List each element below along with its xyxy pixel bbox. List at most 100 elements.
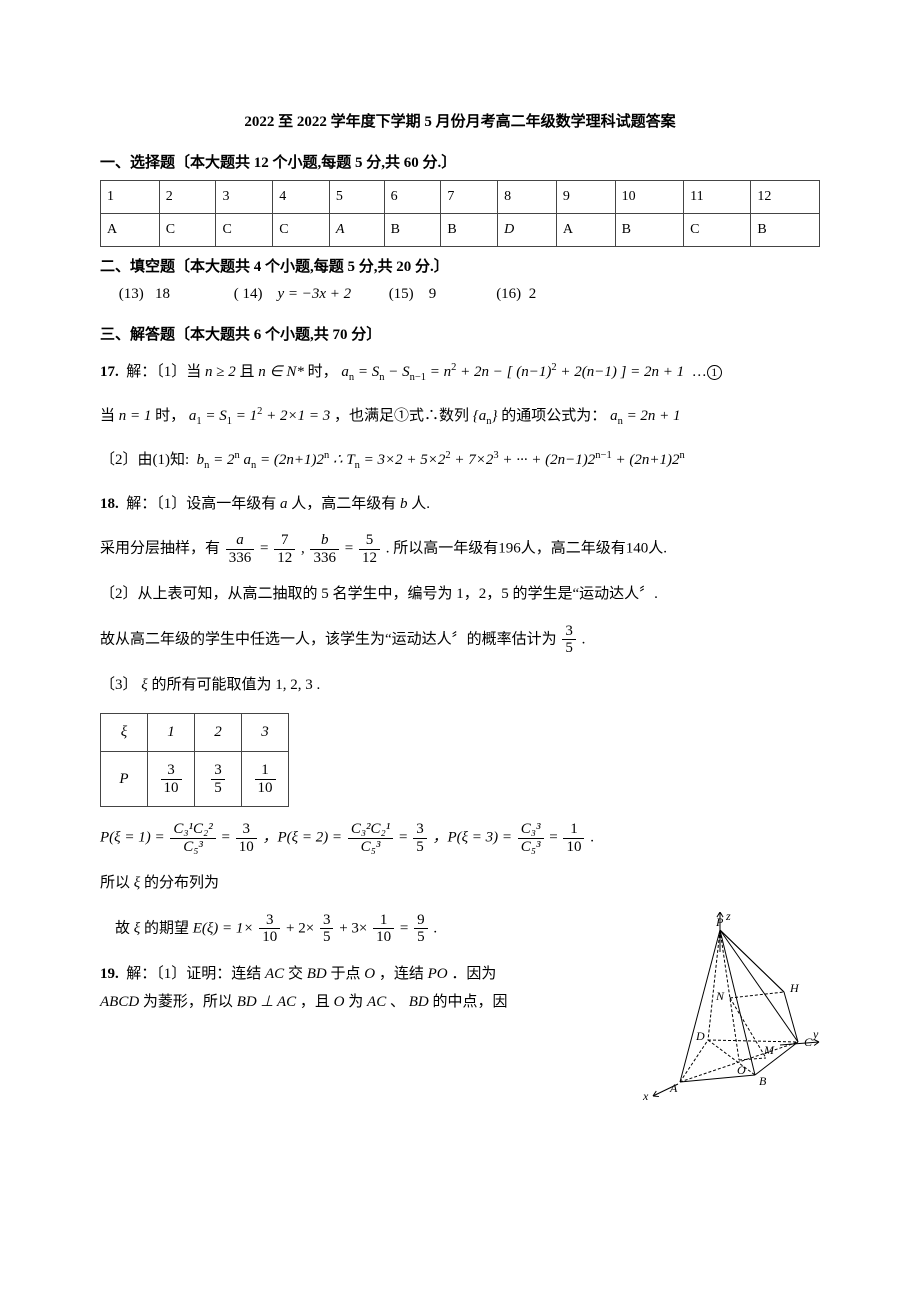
- math: {an}: [473, 408, 498, 424]
- cell: 2: [159, 181, 216, 214]
- math: ，P(ξ = 3) =: [432, 830, 515, 846]
- cell: B: [384, 214, 441, 247]
- table-row: A C C C A B B D A B C B: [101, 214, 820, 247]
- text: . 所以高一年级有196人，高二年级有140人.: [386, 541, 667, 557]
- text: 解：〔1〕当: [126, 364, 201, 380]
- text: 人，高二年级有: [291, 496, 396, 512]
- cell: C: [684, 214, 751, 247]
- text: 的分布列为: [144, 875, 219, 891]
- q14-answer: y = −3x + 2: [278, 286, 352, 302]
- math: ξ: [134, 875, 140, 891]
- text: .: [316, 677, 320, 693]
- cell: 2: [195, 714, 242, 752]
- text: 解：〔1〕证明：连结: [126, 966, 261, 982]
- q17-label: 17.: [100, 364, 119, 380]
- math: BD: [307, 966, 327, 982]
- cell: ξ: [101, 714, 148, 752]
- text: + 2×: [286, 920, 314, 936]
- q18-strat: 采用分层抽样，有 a336 = 712 , b336 = 512 . 所以高一年…: [100, 532, 820, 566]
- cell: A: [101, 214, 160, 247]
- section-3-header: 三、解答题〔本大题共 6 个小题,共 70 分〕: [100, 323, 820, 344]
- svg-text:z: z: [725, 912, 731, 923]
- q17-line2: 当 n = 1 时， a1 = S1 = 12 + 2×1 = 3 ，也满足①式…: [100, 402, 820, 432]
- q18-part2a: 〔2〕从上表可知，从高二抽取的 5 名学生中，编号为 1，2，5 的学生是“运动…: [100, 580, 820, 609]
- text: 的中点，因: [432, 994, 507, 1010]
- text: 采用分层抽样，有: [100, 541, 220, 557]
- math: a: [280, 496, 288, 512]
- text: 故: [115, 920, 130, 936]
- fraction: 310: [259, 912, 280, 946]
- fraction: C₃²C₂¹C₅³: [348, 821, 393, 855]
- cell: 4: [273, 181, 330, 214]
- page-title: 2022 至 2022 学年度下学期 5 月份月考高二年级数学理科试题答案: [100, 110, 820, 131]
- math: BD: [409, 994, 429, 1010]
- text: 人.: [411, 496, 430, 512]
- q15-label: (15): [389, 286, 414, 302]
- cell: A: [329, 214, 384, 247]
- fraction: C₃³C₅³: [518, 821, 544, 855]
- text: 时，: [308, 364, 338, 380]
- fill-answers: (13) 18 ( 14) y = −3x + 2 (15) 9 (16) 2: [100, 286, 820, 303]
- q13-label: (13): [119, 286, 144, 302]
- cell: 7: [441, 181, 498, 214]
- svg-text:x: x: [642, 1089, 649, 1102]
- cell: P: [101, 752, 148, 807]
- math: BD ⊥ AC: [237, 994, 296, 1010]
- table-row: ξ 1 2 3: [101, 714, 289, 752]
- cell: 10: [615, 181, 684, 214]
- math: b: [400, 496, 408, 512]
- q13-answer: 18: [155, 286, 170, 302]
- geometry-figure: PABCDOHMNzyx: [620, 912, 820, 1102]
- prob-formulas: P(ξ = 1) = C₃¹C₂²C₅³ = 310 ，P(ξ = 2) = C…: [100, 821, 820, 855]
- text: .: [582, 631, 586, 647]
- cell: 5: [329, 181, 384, 214]
- math: E(ξ) = 1×: [193, 920, 254, 936]
- math: AC: [265, 966, 284, 982]
- cell: B: [441, 214, 498, 247]
- svg-text:M: M: [763, 1043, 775, 1057]
- q14-label: ( 14): [234, 286, 263, 302]
- cell: 9: [556, 181, 615, 214]
- text: 为: [348, 994, 363, 1010]
- text: =: [400, 920, 412, 936]
- fraction: 35: [562, 623, 576, 657]
- math: bn = 2n an = (2n+1)2n ∴ Tn = 3×2 + 5×22 …: [197, 452, 685, 468]
- text: 、: [390, 994, 405, 1010]
- math: PO: [428, 966, 448, 982]
- section-1-header: 一、选择题〔本大题共 12 个小题,每题 5 分,共 60 分.〕: [100, 151, 820, 172]
- svg-text:y: y: [812, 1027, 819, 1041]
- math: 1, 2, 3: [275, 677, 313, 693]
- svg-text:O: O: [737, 1063, 746, 1077]
- page: 2022 至 2022 学年度下学期 5 月份月考高二年级数学理科试题答案 一、…: [0, 0, 920, 1071]
- q17-part2: 〔2〕由(1)知: bn = 2n an = (2n+1)2n ∴ Tn = 3…: [100, 446, 820, 476]
- section-2-header: 二、填空题〔本大题共 4 个小题,每题 5 分,共 20 分.〕: [100, 255, 820, 276]
- math: n ∈ N*: [258, 364, 304, 380]
- text: + 3×: [339, 920, 367, 936]
- math: ξ: [141, 677, 147, 693]
- q18-part2b: 故从高二年级的学生中任选一人，该学生为“运动达人〞的概率估计为 35 .: [100, 623, 820, 657]
- dist-caption: 所以 ξ 的分布列为: [100, 869, 820, 898]
- pyramid-icon: PABCDOHMNzyx: [620, 912, 820, 1102]
- svg-text:P: P: [715, 915, 724, 929]
- text: 所以: [100, 875, 130, 891]
- math: ξ: [134, 920, 140, 936]
- q16-answer: 2: [529, 286, 537, 302]
- cell: D: [498, 214, 557, 247]
- table-row: P 310 35 110: [101, 752, 289, 807]
- q16-label: (16): [496, 286, 521, 302]
- text: ，连结: [379, 966, 424, 982]
- fraction: 712: [274, 532, 295, 566]
- cell: B: [751, 214, 820, 247]
- math: an = Sn − Sn−1 = n2 + 2n − [ (n−1)2 + 2(…: [341, 364, 688, 380]
- text: 时，: [155, 408, 185, 424]
- text: .: [433, 920, 437, 936]
- text: 的通项公式为：: [501, 408, 606, 424]
- math: n ≥ 2: [205, 364, 236, 380]
- svg-text:D: D: [695, 1029, 705, 1043]
- cell: 11: [684, 181, 751, 214]
- cell: 1: [101, 181, 160, 214]
- fraction: C₃¹C₂²C₅³: [170, 821, 215, 855]
- svg-text:B: B: [759, 1074, 767, 1088]
- text: 故从高二年级的学生中任选一人，该学生为“运动达人〞的概率估计为: [100, 631, 557, 647]
- math: a1 = S1 = 12 + 2×1 = 3: [189, 408, 330, 424]
